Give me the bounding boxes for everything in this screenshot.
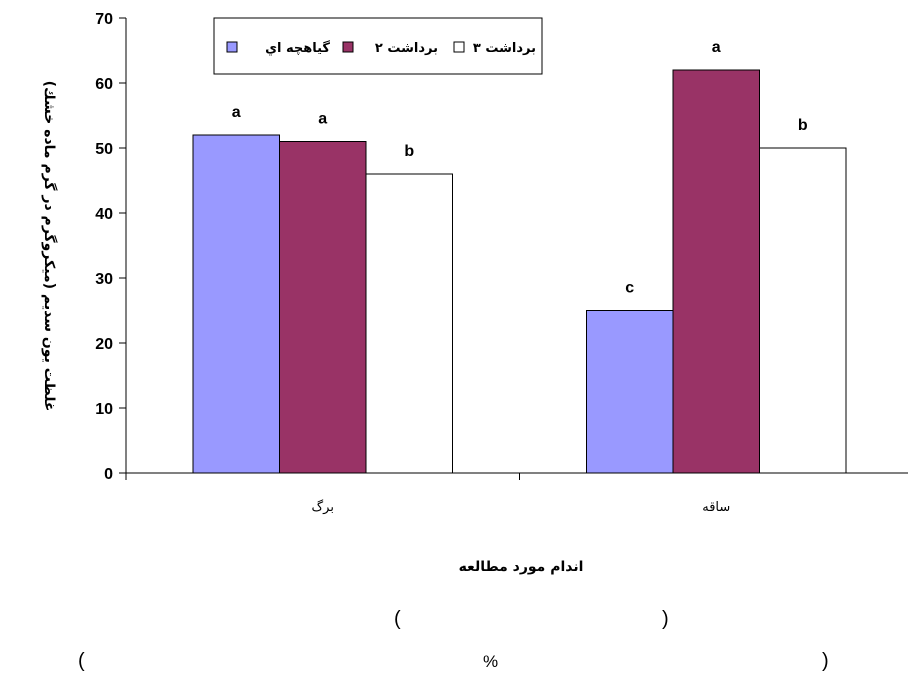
x-category-label: ساقه [702, 500, 730, 515]
y-tick-label: 60 [95, 76, 113, 93]
footer-paren-2-right: ) [822, 650, 829, 672]
footer-paren-1-left: ( [394, 608, 401, 630]
significance-letter: b [404, 143, 414, 160]
footer-percent: % [483, 652, 499, 671]
bar [192, 134, 280, 474]
legend-label: گیاهچه اي [265, 40, 330, 56]
significance-letter: a [318, 111, 327, 128]
legend-label: برداشت ۲ [375, 41, 438, 56]
footer-paren-1-right: ) [662, 608, 669, 630]
bar [586, 310, 674, 474]
bar [759, 147, 847, 474]
x-axis-title: اندام مورد مطالعه [459, 559, 584, 575]
bar [365, 173, 453, 474]
y-tick-label: 70 [95, 11, 113, 28]
y-tick-label: 20 [95, 336, 113, 353]
significance-letter: b [798, 117, 808, 134]
y-tick-label: 10 [95, 401, 113, 418]
x-category-label: برگ [312, 498, 334, 515]
legend-swatch [342, 41, 354, 53]
legend-swatch [226, 41, 238, 53]
bar [672, 69, 760, 474]
y-tick-label: 50 [95, 141, 113, 158]
significance-letter: c [625, 280, 634, 297]
y-tick-label: 30 [95, 271, 113, 288]
y-axis: 0 10 20 30 40 50 60 70 [95, 11, 127, 483]
legend: گیاهچه اي برداشت ۲ برداشت ۳ [213, 17, 543, 75]
y-axis-title: غلظت يون سديم (ميكروگرم در گرم ماده خشك) [41, 81, 58, 412]
significance-labels: a a b c a b [232, 39, 808, 297]
legend-label: برداشت ۳ [473, 41, 536, 56]
y-tick-label: 40 [95, 206, 113, 223]
significance-letter: a [232, 104, 241, 121]
bars [192, 69, 847, 474]
legend-swatch [453, 41, 465, 53]
bar [279, 141, 367, 474]
significance-letter: a [712, 39, 721, 56]
y-tick-label: 0 [104, 466, 113, 483]
x-axis: برگ ساقه [125, 472, 908, 515]
legend-box [213, 17, 543, 75]
footer-paren-2-left: ( [78, 650, 85, 672]
